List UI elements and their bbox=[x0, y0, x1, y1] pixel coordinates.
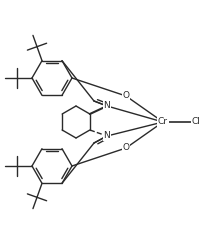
Text: Cr: Cr bbox=[158, 118, 168, 126]
Text: O: O bbox=[122, 92, 130, 101]
Text: N: N bbox=[104, 102, 110, 111]
Text: N: N bbox=[104, 132, 110, 141]
Text: Cl: Cl bbox=[191, 118, 200, 126]
Text: O: O bbox=[122, 143, 130, 152]
